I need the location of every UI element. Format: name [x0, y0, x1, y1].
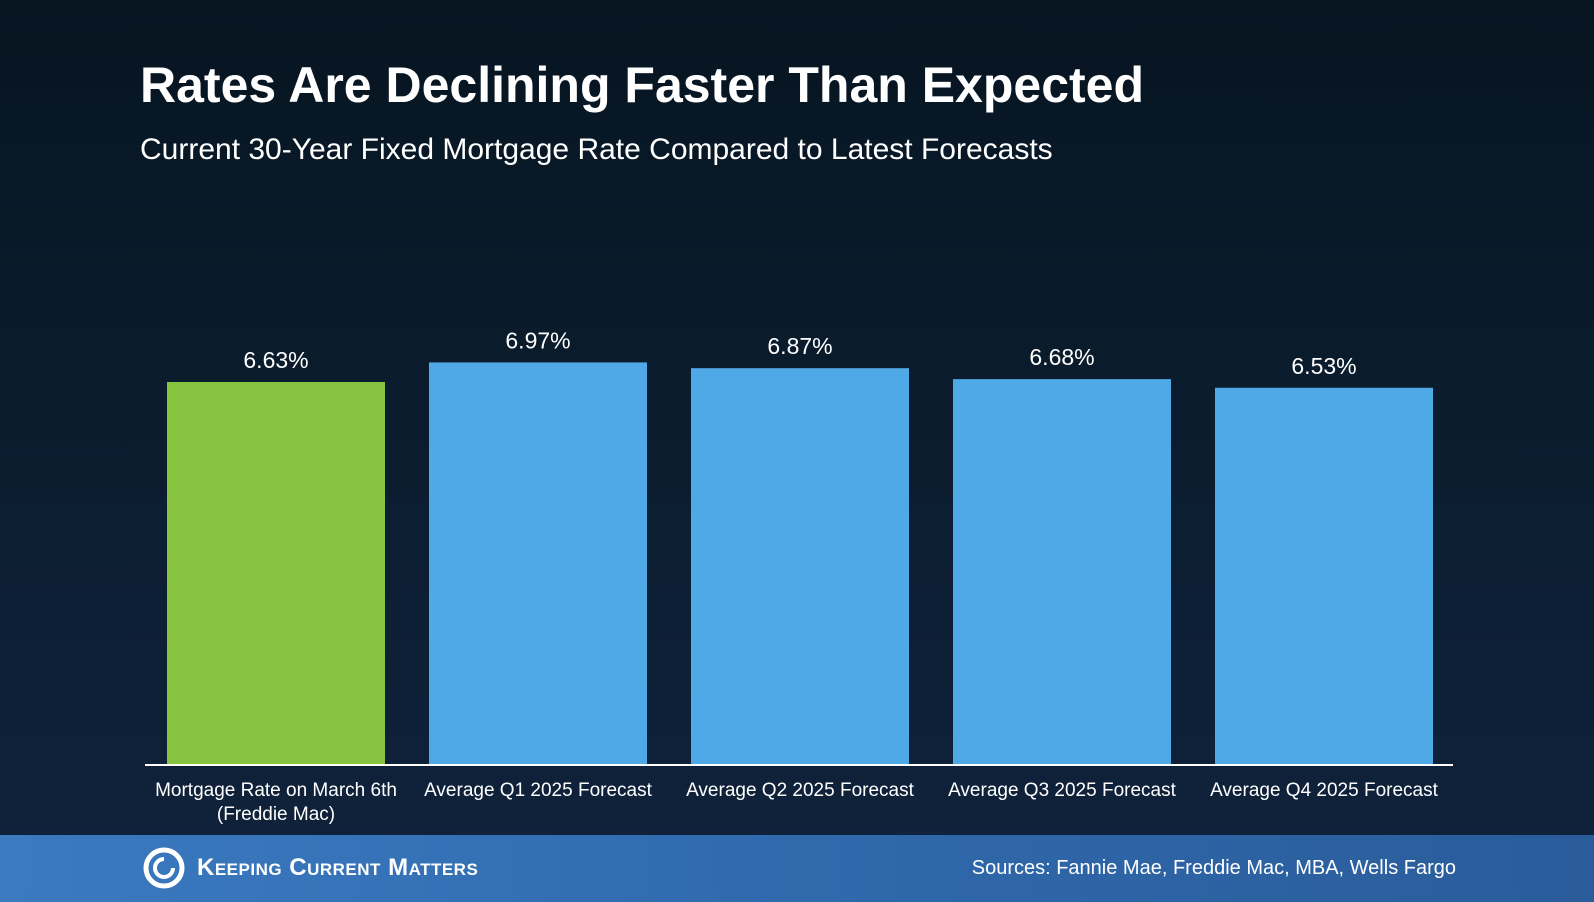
brand: Keeping Current Matters — [143, 847, 478, 889]
category-label-3: Average Q2 2025 Forecast — [686, 780, 915, 801]
bar-4 — [953, 379, 1171, 764]
bar-chart: 6.63% Mortgage Rate on March 6th (Freddie … — [155, 327, 1439, 825]
bar-3 — [691, 368, 909, 764]
bar-5 — [1215, 387, 1433, 764]
data-label-4: 6.68% — [1029, 344, 1094, 370]
category-label-1-line-2: (Freddie Mac) — [217, 804, 335, 825]
category-label-4: Average Q3 2025 Forecast — [948, 780, 1177, 801]
category-label-2: Average Q1 2025 Forecast — [424, 780, 653, 801]
chart-title: Rates Are Declining Faster Than Expected — [140, 57, 1145, 113]
data-label-2: 6.97% — [505, 327, 570, 353]
bar-1 — [167, 382, 385, 764]
sources-text: Sources: Fannie Mae, Freddie Mac, MBA, W… — [971, 857, 1456, 879]
bar-2 — [429, 362, 647, 764]
category-label-5: Average Q4 2025 Forecast — [1210, 780, 1439, 801]
footer-bar: Keeping Current Matters Sources: Fannie … — [0, 835, 1594, 902]
brand-name: Keeping Current Matters — [197, 854, 479, 881]
data-label-3: 6.87% — [767, 333, 832, 359]
kcm-logo-icon — [143, 847, 185, 889]
category-label-1-line-1: Mortgage Rate on March 6th — [155, 780, 397, 801]
chart-subtitle: Current 30-Year Fixed Mortgage Rate Comp… — [140, 133, 1053, 166]
data-label-1: 6.63% — [243, 347, 308, 373]
data-label-5: 6.53% — [1291, 353, 1356, 379]
